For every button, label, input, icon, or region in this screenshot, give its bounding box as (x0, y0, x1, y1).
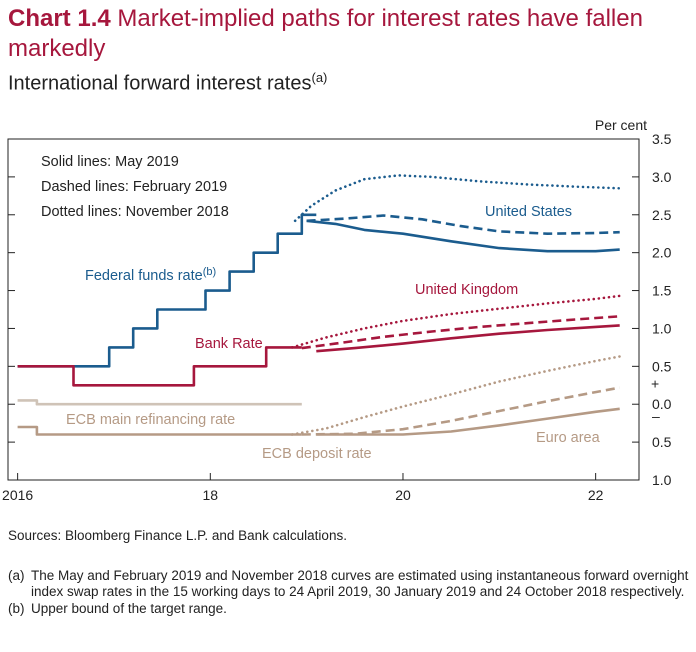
y-tick-label: 1.0 (652, 320, 672, 336)
chart-number: Chart 1.4 (8, 5, 111, 32)
chart: Per cent 1.0 0.5 0.0 0.5 1.0 1.5 2.0 2.5 3.0 3.5 +… (2, 117, 672, 503)
label-federal-funds-rate: Federal funds rate(b) (85, 266, 216, 284)
footnotes: (a) The May and February 2019 and Novemb… (8, 568, 694, 617)
plot-border (7, 138, 640, 481)
sources: Sources: Bloomberg Finance L.P. and Bank… (8, 528, 347, 543)
x-axis: 2016 18 20 22 (2, 473, 604, 503)
series-united-kingdom-dashed (301, 315, 620, 350)
plot-frame (7, 138, 640, 481)
subtitle-footnote-marker: (a) (311, 70, 328, 85)
x-tick-label: 22 (588, 487, 604, 503)
chart-subtitle: International forward interest rates(a) (8, 65, 694, 97)
y-tick-label: 0.0 (652, 396, 672, 412)
series-labels: United States Federal funds rate(b) Unit… (66, 204, 601, 462)
y-sign-minus: – (652, 408, 660, 424)
chart-title-text: Market-implied paths for interest rates … (8, 5, 643, 62)
x-tick-label: 2016 (2, 487, 33, 503)
legend-note-solid: Solid lines: May 2019 (41, 154, 179, 170)
subtitle-text: International forward interest rates (8, 72, 312, 95)
series-bank-rate-step (17, 346, 302, 387)
label-ecb-deposit-rate: ECB deposit rate (262, 446, 372, 462)
title-block: Chart 1.4 Market-implied paths for inter… (8, 4, 694, 97)
footnote-a-marker: (a) (8, 568, 25, 583)
series-federal-funds-rate-step (17, 213, 317, 368)
legend-note-dotted: Dotted lines: November 2018 (41, 204, 229, 220)
series-united-kingdom-dotted (290, 294, 622, 349)
x-tick-label: 18 (203, 487, 219, 503)
label-united-kingdom: United Kingdom (415, 282, 518, 298)
y-axis: 1.0 0.5 0.0 0.5 1.0 1.5 2.0 2.5 3.0 3.5 + – (8, 131, 672, 488)
series-united-states-dashed (306, 214, 620, 235)
label-federal-funds-rate-note: (b) (203, 266, 216, 278)
legend-notes: Solid lines: May 2019 Dashed lines: Febr… (41, 154, 229, 220)
y-tick-label: 3.5 (652, 131, 672, 147)
series-united-states-solid (306, 219, 620, 253)
label-ecb-main-refinancing-rate: ECB main refinancing rate (66, 412, 235, 428)
series-euro-area-solid (316, 407, 620, 436)
y-tick-label: 3.0 (652, 169, 672, 185)
footnote-b-text: Upper bound of the target range. (31, 601, 227, 616)
series-ecb-main-refinancing-rate-step (17, 399, 302, 406)
x-tick-label: 20 (395, 487, 411, 503)
y-tick-label: 2.0 (652, 245, 672, 261)
series-layer (17, 174, 622, 436)
y-axis-unit: Per cent (595, 117, 647, 133)
label-united-states: United States (485, 204, 572, 220)
y-tick-label: 0.5 (652, 358, 672, 374)
footnote-b: (b) Upper bound of the target range. (8, 601, 694, 617)
label-federal-funds-rate-text: Federal funds rate (85, 268, 203, 284)
series-united-kingdom-solid (316, 324, 620, 353)
footnote-b-marker: (b) (8, 601, 25, 616)
footnote-a: (a) The May and February 2019 and Novemb… (8, 568, 694, 600)
y-tick-label: 0.5 (652, 434, 672, 450)
series-united-states-dotted (293, 174, 622, 223)
series-ecb-deposit-rate-step (17, 425, 302, 436)
chart-title: Chart 1.4 Market-implied paths for inter… (8, 4, 694, 64)
series-euro-area-dashed (301, 386, 620, 436)
y-tick-label: 1.5 (652, 283, 672, 299)
footnote-a-text: The May and February 2019 and November 2… (31, 568, 689, 599)
y-sign-plus: + (651, 375, 659, 391)
y-tick-label: 1.0 (652, 472, 672, 488)
label-euro-area: Euro area (536, 430, 601, 446)
legend-note-dashed: Dashed lines: February 2019 (41, 179, 227, 195)
label-bank-rate: Bank Rate (195, 336, 263, 352)
y-tick-label: 2.5 (652, 207, 672, 223)
series-euro-area-dotted (290, 355, 622, 436)
